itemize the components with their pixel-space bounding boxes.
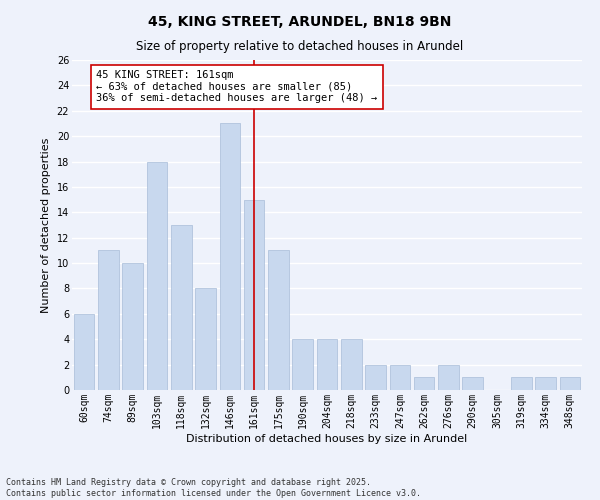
Bar [292, 339, 313, 390]
Bar [74, 314, 94, 390]
Text: 45 KING STREET: 161sqm
← 63% of detached houses are smaller (85)
36% of semi-det: 45 KING STREET: 161sqm ← 63% of detached… [96, 70, 377, 103]
Bar [389, 364, 410, 390]
Text: Contains HM Land Registry data © Crown copyright and database right 2025.
Contai: Contains HM Land Registry data © Crown c… [6, 478, 421, 498]
Bar [535, 378, 556, 390]
Bar [98, 250, 119, 390]
X-axis label: Distribution of detached houses by size in Arundel: Distribution of detached houses by size … [187, 434, 467, 444]
Bar [560, 378, 580, 390]
Bar [317, 339, 337, 390]
Bar [365, 364, 386, 390]
Bar [122, 263, 143, 390]
Bar [341, 339, 362, 390]
Y-axis label: Number of detached properties: Number of detached properties [41, 138, 51, 312]
Bar [220, 124, 240, 390]
Bar [268, 250, 289, 390]
Text: Size of property relative to detached houses in Arundel: Size of property relative to detached ho… [136, 40, 464, 53]
Bar [146, 162, 167, 390]
Bar [195, 288, 216, 390]
Text: 45, KING STREET, ARUNDEL, BN18 9BN: 45, KING STREET, ARUNDEL, BN18 9BN [148, 15, 452, 29]
Bar [244, 200, 265, 390]
Bar [438, 364, 459, 390]
Bar [511, 378, 532, 390]
Bar [414, 378, 434, 390]
Bar [171, 225, 191, 390]
Bar [463, 378, 483, 390]
